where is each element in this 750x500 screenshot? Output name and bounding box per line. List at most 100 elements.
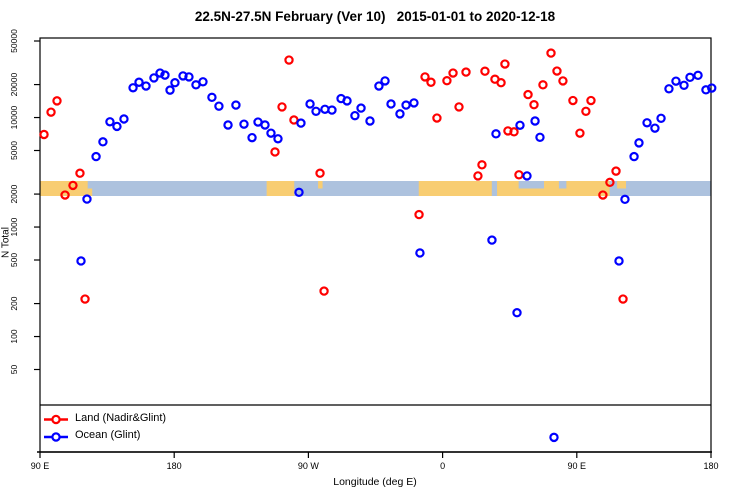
ocean-data-point <box>530 116 540 126</box>
land-data-point <box>442 75 452 86</box>
land-data-point <box>448 68 458 78</box>
ocean-data-point <box>685 72 695 83</box>
ocean-data-point <box>664 84 674 94</box>
ocean-data-point <box>707 83 717 93</box>
y-tick-label: 100 <box>9 329 19 343</box>
band-segment-land <box>318 181 323 189</box>
y-tick-label: 50000 <box>9 29 19 53</box>
land-data-point <box>500 59 510 69</box>
y-tick-label: 2000 <box>9 184 19 203</box>
ocean-data-point <box>356 103 366 113</box>
ocean-data-point <box>305 99 315 109</box>
x-tick-label: 90 E <box>568 461 587 471</box>
land-data-point <box>618 294 628 304</box>
plot-border <box>39 37 712 453</box>
y-tick-label: 500 <box>9 253 19 267</box>
land-data-point <box>46 107 56 117</box>
ocean-data-point <box>296 118 306 128</box>
ocean-data-point <box>642 118 652 128</box>
ocean-data-point <box>535 132 545 143</box>
ocean-data-point <box>656 113 666 124</box>
land-data-point <box>270 147 280 157</box>
ocean-data-point <box>415 248 425 258</box>
ocean-data-point <box>311 106 321 117</box>
chart-title: 22.5N-27.5N February (Ver 10) 2015-01-01… <box>194 9 556 24</box>
land-data-point <box>514 170 524 180</box>
land-data-point <box>432 113 442 123</box>
y-tick-label: 1000 <box>9 217 19 236</box>
land-data-point <box>546 48 556 58</box>
ocean-data-point <box>512 308 522 318</box>
land-data-point <box>529 99 539 110</box>
land-data-point <box>39 129 49 140</box>
land-data-point <box>581 106 591 117</box>
y-axis-ticks: 50000 20000 10000 5000 2000 1000 500 200 100 50 <box>9 29 40 374</box>
ocean-data-point <box>350 110 360 121</box>
ocean-data-point <box>112 121 122 132</box>
ocean-data-point <box>178 71 188 81</box>
land-data-point <box>426 77 436 87</box>
land-data-point <box>420 72 430 82</box>
land-data-point <box>319 286 329 296</box>
y-tick-label: 50 <box>9 365 19 375</box>
y-tick-label: 5000 <box>9 141 19 160</box>
ocean-data-point <box>679 80 689 90</box>
x-axis-ticks: 90 E 180 90 W 0 90 E 180 <box>31 452 719 471</box>
land-data-point <box>414 209 424 220</box>
land-data-point <box>315 168 325 178</box>
band-segment-land <box>87 188 93 196</box>
ocean-data-point <box>374 81 384 91</box>
ocean-data-point <box>634 138 644 148</box>
x-tick-label: 0 <box>440 461 445 471</box>
ocean-data-point <box>239 119 249 129</box>
ocean-data-point <box>549 432 559 443</box>
ocean-data-point <box>128 83 138 93</box>
ocean-data-point <box>522 171 532 181</box>
ocean-data-point <box>91 151 101 162</box>
ocean-data-point <box>119 114 129 124</box>
ocean-data-point <box>149 73 159 83</box>
ocean-data-point <box>294 187 304 198</box>
land-data-point <box>480 66 490 76</box>
land-data-point <box>586 95 596 106</box>
ocean-data-point <box>134 77 144 87</box>
y-tick-label: 200 <box>9 296 19 310</box>
land-data-point <box>568 95 578 106</box>
land-data-point <box>575 128 585 138</box>
legend-point-marker <box>51 414 61 425</box>
land-data-point <box>496 78 506 88</box>
ocean-data-point <box>260 120 270 130</box>
ocean-data-point <box>671 76 681 86</box>
plot-frame <box>37 37 712 453</box>
ocean-data-point <box>155 68 165 78</box>
ocean-data-point <box>105 117 115 127</box>
ocean-data-point <box>629 151 639 162</box>
land-data-point <box>552 66 562 76</box>
land-data-point <box>473 171 483 181</box>
land-data-point <box>75 168 85 178</box>
legend-label-land: Land (Nadir&Glint) <box>75 412 167 424</box>
land-data-point <box>277 102 287 112</box>
land-data-point <box>68 180 78 191</box>
ocean-data-point <box>160 70 170 80</box>
band-segment-land <box>418 181 610 196</box>
band-segment-land <box>617 181 627 189</box>
ocean-data-point <box>515 120 525 130</box>
land-data-point <box>60 190 70 200</box>
ocean-series <box>76 68 717 443</box>
land-data-point <box>611 166 621 176</box>
ocean-data-point <box>620 194 630 205</box>
band-segment-land <box>40 181 88 196</box>
land-data-point <box>461 67 471 77</box>
ocean-data-point <box>409 98 419 108</box>
ocean-data-point <box>386 99 396 109</box>
x-tick-label: 90 W <box>298 461 320 471</box>
y-tick-label: 10000 <box>9 105 19 129</box>
band-segment-ocean <box>491 181 498 196</box>
x-tick-label: 90 E <box>31 461 50 471</box>
land-data-point <box>80 294 90 304</box>
land-data-point <box>454 102 464 112</box>
land-data-point <box>52 96 62 106</box>
